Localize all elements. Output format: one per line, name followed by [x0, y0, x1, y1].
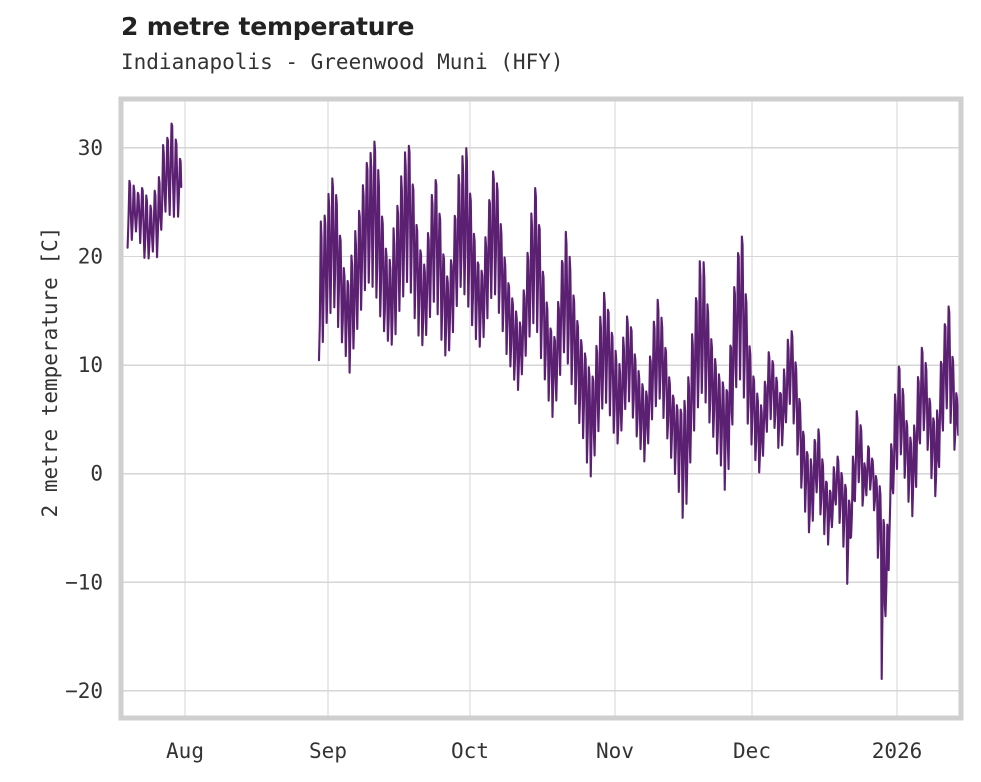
temperature-series-line: [126, 122, 183, 260]
y-tick-label: −20: [65, 679, 103, 703]
chart-subtitle: Indianapolis - Greenwood Muni (HFY): [121, 50, 564, 74]
y-tick-label: 10: [78, 353, 103, 377]
x-tick-label: Sep: [309, 739, 347, 763]
y-tick-label: −10: [65, 570, 103, 594]
page-title: 2 metre temperature: [121, 12, 415, 41]
x-tick-label: Dec: [733, 739, 771, 763]
x-tick-label: Nov: [596, 739, 634, 763]
temperature-series-line: [317, 140, 961, 681]
series-layer: [126, 122, 961, 681]
x-tick-label: Oct: [451, 739, 489, 763]
y-tick-label: 30: [78, 136, 103, 160]
y-tick-labels: 30 20 10 0 −10 −20: [65, 136, 103, 703]
x-tick-label: 2026: [872, 739, 923, 763]
y-tick-label: 20: [78, 244, 103, 268]
x-tick-label: Aug: [166, 739, 204, 763]
y-tick-label: 0: [90, 462, 103, 486]
grid-layer: [121, 99, 961, 718]
plot-border: [118, 96, 964, 721]
x-tick-labels: Aug Sep Oct Nov Dec 2026: [166, 739, 922, 763]
